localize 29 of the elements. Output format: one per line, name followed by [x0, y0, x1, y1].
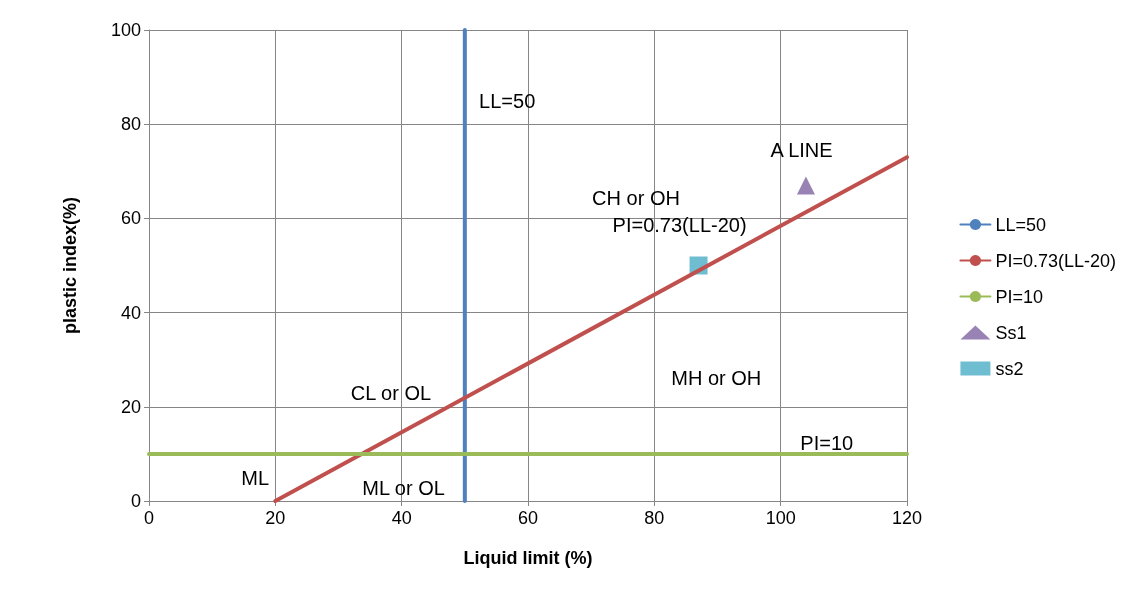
x-tick-label: 60 [517, 508, 539, 528]
x-axis-title: Liquid limit (%) [463, 548, 593, 568]
annotation: LL=50 [479, 89, 536, 112]
x-tick-label: 0 [143, 508, 155, 528]
legend-label: LL=50 [995, 214, 1046, 235]
legend-label: Ss1 [995, 322, 1027, 343]
annotation: ML [241, 466, 270, 489]
annotation: A LINE [770, 139, 833, 162]
x-tick-label: 80 [644, 508, 665, 528]
annotation: PI=10 [800, 431, 854, 454]
legend-label: ss2 [995, 358, 1024, 379]
y-tick-label: 80 [120, 114, 141, 135]
annotation: CL or OL [350, 382, 432, 405]
annotation: PI=0.73(LL-20) [612, 214, 747, 237]
x-tick-label: 40 [391, 508, 412, 528]
annotation: ML or OL [362, 476, 445, 499]
y-tick-label: 40 [120, 302, 141, 323]
y-axis-title: plastic index(%) [60, 196, 80, 335]
legend-label: PI=10 [995, 286, 1043, 307]
legend-label: PI=0.73(LL-20) [995, 250, 1116, 271]
y-tick-label: 100 [110, 20, 141, 40]
x-tick-label: 20 [265, 508, 286, 528]
x-tick-label: 120 [891, 508, 923, 528]
y-tick-label: 0 [130, 491, 141, 511]
annotation: MH or OH [671, 367, 762, 390]
y-tick-label: 20 [120, 396, 141, 417]
annotation: CH or OH [592, 187, 680, 210]
x-tick-label: 100 [765, 508, 796, 528]
y-tick-label: 60 [120, 208, 141, 229]
